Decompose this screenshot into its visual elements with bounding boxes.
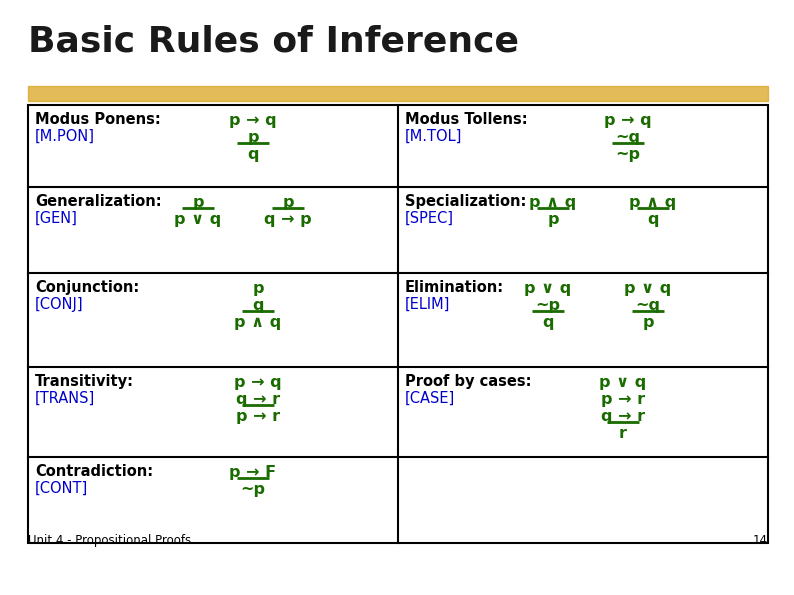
Text: Unit 4 - Propositional Proofs: Unit 4 - Propositional Proofs (28, 534, 191, 547)
Text: q → p: q → p (264, 212, 312, 227)
Bar (28, 105, 768, 543)
Text: [GEN]: [GEN] (35, 211, 78, 226)
Text: Proof by cases:: Proof by cases: (405, 374, 531, 389)
Text: Generalization:: Generalization: (35, 194, 162, 209)
Text: p: p (282, 195, 294, 210)
Text: [M.TOL]: [M.TOL] (405, 129, 462, 144)
Text: r: r (619, 426, 627, 441)
Text: p → q: p → q (604, 113, 652, 128)
Text: Modus Tollens:: Modus Tollens: (405, 112, 528, 127)
Text: p ∧ q: p ∧ q (530, 195, 576, 210)
Text: p → r: p → r (236, 409, 280, 424)
Text: ~p: ~p (535, 298, 561, 313)
Text: [CASE]: [CASE] (405, 391, 455, 406)
Text: p → q: p → q (229, 113, 277, 128)
Text: ~p: ~p (615, 147, 641, 162)
Text: [TRANS]: [TRANS] (35, 391, 95, 406)
Text: p ∨ q: p ∨ q (624, 281, 672, 296)
Text: 14: 14 (753, 534, 768, 547)
Text: Modus Ponens:: Modus Ponens: (35, 112, 160, 127)
Text: p: p (642, 315, 653, 330)
Text: [ELIM]: [ELIM] (405, 297, 450, 312)
Text: p ∧ q: p ∧ q (630, 195, 676, 210)
Text: p ∨ q: p ∨ q (524, 281, 572, 296)
Text: p → F: p → F (229, 465, 276, 480)
Text: ~q: ~q (635, 298, 661, 313)
Text: [SPEC]: [SPEC] (405, 211, 454, 226)
Text: Conjunction:: Conjunction: (35, 280, 139, 295)
Text: ~q: ~q (615, 130, 641, 145)
Text: p: p (192, 195, 204, 210)
Text: q → r: q → r (236, 392, 280, 407)
Text: [M.PON]: [M.PON] (35, 129, 95, 144)
Text: q → r: q → r (601, 409, 645, 424)
Text: p ∨ q: p ∨ q (599, 375, 646, 390)
Text: p → q: p → q (234, 375, 282, 390)
Text: Transitivity:: Transitivity: (35, 374, 134, 389)
Text: ~p: ~p (241, 482, 265, 497)
Text: q: q (542, 315, 553, 330)
Text: [CONT]: [CONT] (35, 481, 88, 496)
Text: p ∧ q: p ∧ q (234, 315, 282, 330)
Text: p: p (247, 130, 259, 145)
Text: Elimination:: Elimination: (405, 280, 504, 295)
Text: p: p (547, 212, 559, 227)
Text: Contradiction:: Contradiction: (35, 464, 153, 479)
Text: Basic Rules of Inference: Basic Rules of Inference (28, 25, 519, 59)
Text: p ∨ q: p ∨ q (175, 212, 222, 227)
Text: p → r: p → r (601, 392, 645, 407)
Text: p: p (252, 281, 264, 296)
Text: Specialization:: Specialization: (405, 194, 526, 209)
Text: q: q (247, 147, 259, 162)
Text: q: q (252, 298, 264, 313)
Text: [CONJ]: [CONJ] (35, 297, 83, 312)
Text: q: q (647, 212, 659, 227)
